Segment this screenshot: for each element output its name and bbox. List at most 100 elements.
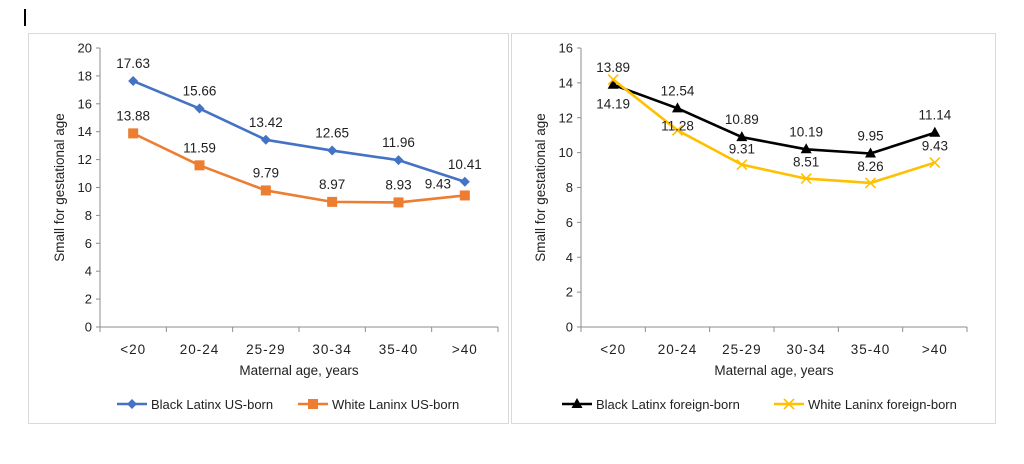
y-tick-label: 2 <box>566 285 573 300</box>
series-1 <box>128 128 470 208</box>
y-tick-label: 10 <box>559 145 573 160</box>
y-tick-label: 0 <box>85 320 92 335</box>
data-label: 11.96 <box>382 135 415 150</box>
y-tick-label: 16 <box>78 96 92 111</box>
y-axis-title: Small for gestational age <box>52 113 67 262</box>
legend-marker <box>783 398 795 410</box>
x-tick-label: <20 <box>120 342 146 357</box>
data-label: 9.43 <box>425 176 451 191</box>
data-label: 10.89 <box>725 112 759 127</box>
x-axis-title: Maternal age, years <box>239 363 359 378</box>
x-tick-label: >40 <box>452 342 478 357</box>
data-point <box>929 156 941 169</box>
chart-us-born: 0 2 4 6 8 10 12 14 16 18 20 <20 20-24 25-29 30-34 35-40… <box>52 41 499 412</box>
data-point <box>607 78 619 89</box>
x-tick-label: 35-40 <box>379 342 419 357</box>
x-tick-label: 30-34 <box>786 342 826 357</box>
legend-label: White Laninx foreign-born <box>808 397 957 412</box>
data-label: 12.54 <box>661 83 695 98</box>
y-tick-label: 6 <box>566 215 573 230</box>
data-label: 11.28 <box>661 118 694 133</box>
y-tick-label: 2 <box>85 292 92 307</box>
y-tick-label: 14 <box>78 124 92 139</box>
chart-foreign-born: 0 2 4 6 8 10 12 14 16 <20 20-24 25-29 30-34 35-40 >40 M… <box>533 41 968 412</box>
series-line <box>132 79 466 184</box>
y-tick-label: 12 <box>78 152 92 167</box>
y-tick-label: 12 <box>559 110 573 125</box>
legend-marker <box>308 399 318 409</box>
data-label: 13.42 <box>249 115 283 130</box>
data-point <box>607 73 619 86</box>
data-label: 8.26 <box>857 159 883 174</box>
data-point <box>459 176 470 187</box>
data-point <box>865 147 876 158</box>
data-point <box>194 103 205 114</box>
legend-label: Black Latinx US-born <box>151 397 273 412</box>
y-tick-label: 20 <box>78 41 92 56</box>
data-point <box>864 177 877 189</box>
y-axis-title: Small for gestational age <box>533 113 548 262</box>
data-label: 11.14 <box>918 108 951 123</box>
data-label: 9.79 <box>253 165 279 180</box>
legend-marker <box>571 398 583 408</box>
data-label: 8.51 <box>793 155 819 170</box>
data-label: 12.65 <box>315 126 349 141</box>
data-label: 9.43 <box>922 139 948 154</box>
data-label: 9.95 <box>857 128 883 143</box>
x-tick-label: >40 <box>922 342 948 357</box>
data-point <box>672 102 683 113</box>
chart-panel-us-born: 0 2 4 6 8 10 12 14 16 18 20 <20 20-24 25-29 30-34 35-40… <box>28 33 509 424</box>
data-point <box>800 143 812 154</box>
text-cursor <box>24 9 26 26</box>
x-tick-label: 25-29 <box>722 342 762 357</box>
x-axis-title: Maternal age, years <box>714 363 834 378</box>
series-0 <box>128 76 470 187</box>
data-point <box>260 134 271 145</box>
data-label: 13.88 <box>116 108 150 123</box>
data-point <box>194 160 205 171</box>
y-tick-label: 14 <box>559 75 573 90</box>
data-label: 10.41 <box>448 157 482 172</box>
x-tick-label: 30-34 <box>312 342 352 357</box>
legend-marker <box>127 399 137 409</box>
series-line <box>612 78 936 185</box>
data-point <box>929 126 941 137</box>
data-label: 9.31 <box>729 142 755 157</box>
x-tick-label: 35-40 <box>851 342 891 357</box>
y-tick-label: 4 <box>85 264 92 279</box>
y-tick-label: 16 <box>559 41 573 56</box>
x-tick-label: 25-29 <box>246 342 286 357</box>
series-line <box>612 83 936 155</box>
y-tick-label: 8 <box>566 180 573 195</box>
y-tick-label: 8 <box>85 208 92 223</box>
data-point <box>736 159 748 171</box>
x-tick-label: 20-24 <box>658 342 698 357</box>
data-label: 8.97 <box>319 177 345 192</box>
legend-label: White Laninx US-born <box>332 397 459 412</box>
data-point <box>128 76 139 87</box>
legend-label: Black Latinx foreign-born <box>596 397 740 412</box>
data-point <box>459 190 470 201</box>
series-0 <box>607 78 941 158</box>
data-label: 8.93 <box>385 177 411 192</box>
series-line <box>132 132 465 204</box>
y-tick-label: 10 <box>78 180 92 195</box>
y-tick-label: 18 <box>78 68 92 83</box>
data-point <box>327 145 338 156</box>
data-label: 15.66 <box>183 84 217 99</box>
data-label: 11.59 <box>183 140 216 155</box>
y-tick-label: 4 <box>566 250 573 265</box>
data-label: 13.89 <box>596 60 630 75</box>
chart-panel-foreign-born: 0 2 4 6 8 10 12 14 16 <20 20-24 25-29 30-34 35-40 >40 M… <box>511 33 996 424</box>
y-tick-label: 6 <box>85 236 92 251</box>
data-point <box>128 128 139 139</box>
data-point <box>800 173 812 185</box>
data-point <box>736 131 748 142</box>
data-point <box>393 197 404 208</box>
data-point <box>327 196 338 207</box>
x-tick-label: <20 <box>600 342 626 357</box>
series-1 <box>607 73 941 189</box>
data-label: 10.19 <box>789 124 823 139</box>
x-tick-label: 20-24 <box>180 342 220 357</box>
y-tick-label: 0 <box>566 320 573 335</box>
